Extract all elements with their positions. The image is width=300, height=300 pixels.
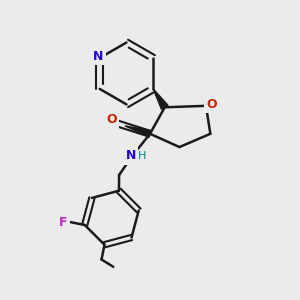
Text: O: O xyxy=(106,113,117,127)
Polygon shape xyxy=(125,126,151,137)
Text: F: F xyxy=(59,215,68,229)
Polygon shape xyxy=(153,89,168,109)
Text: H: H xyxy=(138,151,146,161)
Text: O: O xyxy=(206,98,217,111)
Text: N: N xyxy=(126,149,136,162)
Text: N: N xyxy=(93,50,104,63)
